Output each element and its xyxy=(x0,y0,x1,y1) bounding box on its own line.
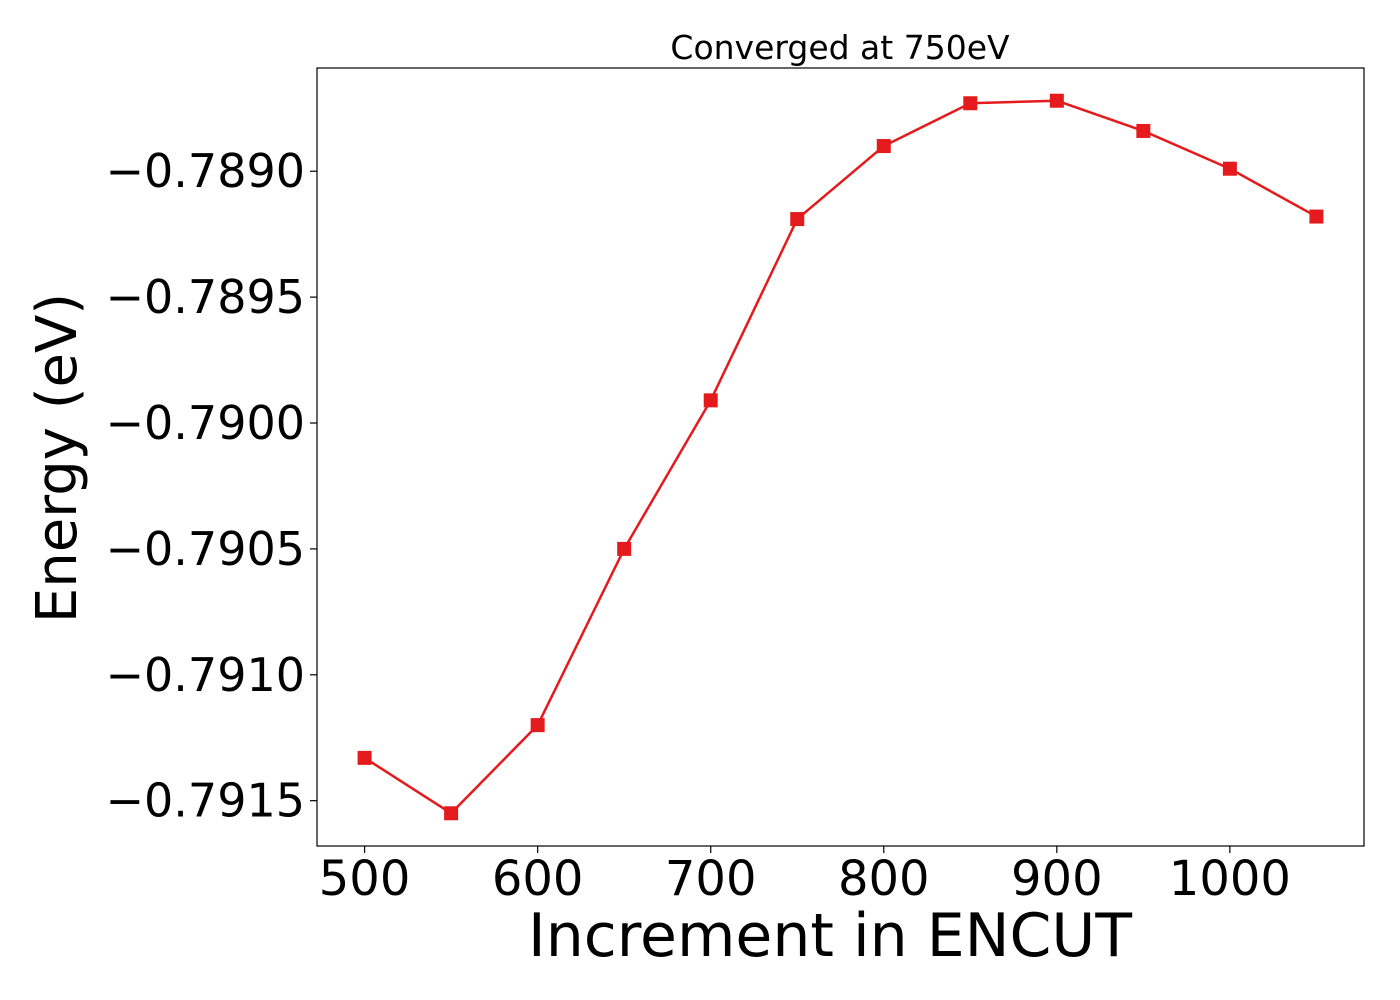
chart-title: Converged at 750eV xyxy=(670,28,1010,67)
x-tick-label: 900 xyxy=(1011,851,1103,907)
y-tick-label: −0.7900 xyxy=(106,396,306,450)
x-tick-label: 700 xyxy=(665,851,757,907)
axes-frame xyxy=(316,67,1365,847)
x-tick-label: 600 xyxy=(492,851,584,907)
data-point-marker xyxy=(1049,93,1064,108)
data-point-marker xyxy=(1309,209,1324,224)
series-layer xyxy=(357,93,1324,821)
plot-area: 500 600 700 800 900 1000 −0.7915 −0.7910 −0.790… xyxy=(106,67,1365,907)
data-point-marker xyxy=(876,139,891,154)
x-tick-label: 500 xyxy=(319,851,411,907)
y-tick-label: −0.7895 xyxy=(106,270,306,324)
y-axis: −0.7915 −0.7910 −0.7905 −0.7900 −0.7895 −0.78… xyxy=(106,144,317,828)
x-axis-label: Increment in ENCUT xyxy=(528,901,1132,971)
data-point-marker xyxy=(963,96,978,111)
y-tick-label: −0.7905 xyxy=(106,522,306,576)
x-axis: 500 600 700 800 900 1000 xyxy=(319,846,1291,907)
data-point-marker xyxy=(790,212,805,227)
y-tick-label: −0.7910 xyxy=(106,648,306,702)
data-point-marker xyxy=(1222,161,1237,176)
y-axis-label: Energy (eV) xyxy=(25,293,90,623)
data-point-marker xyxy=(530,718,545,733)
x-tick-label: 800 xyxy=(838,851,930,907)
data-point-marker xyxy=(444,806,459,821)
y-tick-label: −0.7915 xyxy=(106,774,306,828)
data-point-marker xyxy=(357,750,372,765)
data-point-marker xyxy=(617,541,632,556)
x-tick-label: 1000 xyxy=(1169,851,1291,907)
series-line xyxy=(363,99,1318,815)
y-tick-label: −0.7890 xyxy=(106,144,306,198)
data-point-marker xyxy=(1136,123,1151,138)
data-point-marker xyxy=(703,393,718,408)
